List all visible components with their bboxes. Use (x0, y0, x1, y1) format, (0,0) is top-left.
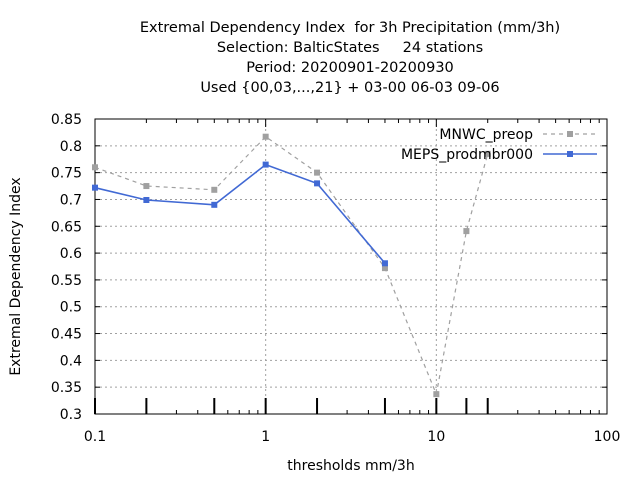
series-1-point (262, 133, 269, 140)
x-tick-label: 100 (594, 429, 621, 445)
y-tick-label: 0.4 (60, 353, 82, 369)
y-tick-label: 0.75 (51, 166, 82, 182)
series-line-2 (94, 163, 386, 264)
y-tick-label: 0.8 (60, 139, 82, 155)
y-tick-label: 0.5 (60, 300, 82, 316)
y-tick-label: 0.6 (60, 246, 82, 262)
y-tick-label: 0.65 (51, 219, 82, 235)
y-tick-label: 0.35 (51, 380, 82, 396)
series-2-point (143, 196, 150, 203)
title-line-2: Selection: BalticStates 24 stations (216, 40, 484, 56)
y-tick-label: 0.45 (51, 327, 82, 343)
series-line-1 (94, 135, 489, 397)
title-line-3: Period: 20200901-20200930 (246, 60, 454, 76)
series-1-point (143, 183, 150, 190)
legend-marker-2 (567, 151, 573, 157)
series-1-point (314, 169, 321, 176)
y-tick-label: 0.55 (51, 273, 82, 289)
series-1-point (433, 391, 440, 398)
series-1-point (484, 150, 491, 157)
y-axis-label: Extremal Dependency Index (8, 177, 24, 375)
series-2-point (381, 260, 388, 267)
chart-title: Extremal Dependency Index for 3h Precipi… (0, 18, 640, 98)
legend-marker-1 (567, 131, 573, 137)
series-2-point (92, 184, 98, 191)
series-1-point (92, 164, 98, 171)
series-1-point (463, 228, 470, 235)
y-tick-label: 0.7 (60, 192, 82, 208)
legend-label-2: MEPS_prodmbr000 (401, 147, 533, 163)
x-axis-label: thresholds mm/3h (287, 458, 414, 474)
series-2-point (314, 180, 321, 187)
grid-lines (95, 119, 607, 414)
series-2-point (262, 161, 269, 168)
x-tick-label: 1 (261, 429, 270, 445)
axis-ticks: 0.3 0.35 0.4 0.45 0.5 0.55 0.6 0.65 0.7 0.75 0.8 0.… (51, 112, 621, 445)
legend: MNWC_preop MEPS_prodmbr000 (401, 127, 597, 163)
plot-frame (94, 118, 608, 415)
series-group (92, 133, 491, 398)
series-1-point (381, 265, 388, 272)
y-tick-label: 0.85 (51, 112, 82, 128)
legend-label-1: MNWC_preop (439, 127, 533, 143)
plot-border (94, 118, 608, 415)
x-tick-label: 0.1 (84, 429, 106, 445)
title-line-1: Extremal Dependency Index for 3h Precipi… (139, 20, 561, 36)
series-2-point (211, 201, 218, 208)
x-tick-label: 10 (427, 429, 445, 445)
y-tick-label: 0.3 (60, 407, 82, 423)
series-1-point (211, 186, 218, 193)
title-line-4: Used {00,03,...,21} + 03-00 06-03 09-06 (200, 80, 500, 96)
